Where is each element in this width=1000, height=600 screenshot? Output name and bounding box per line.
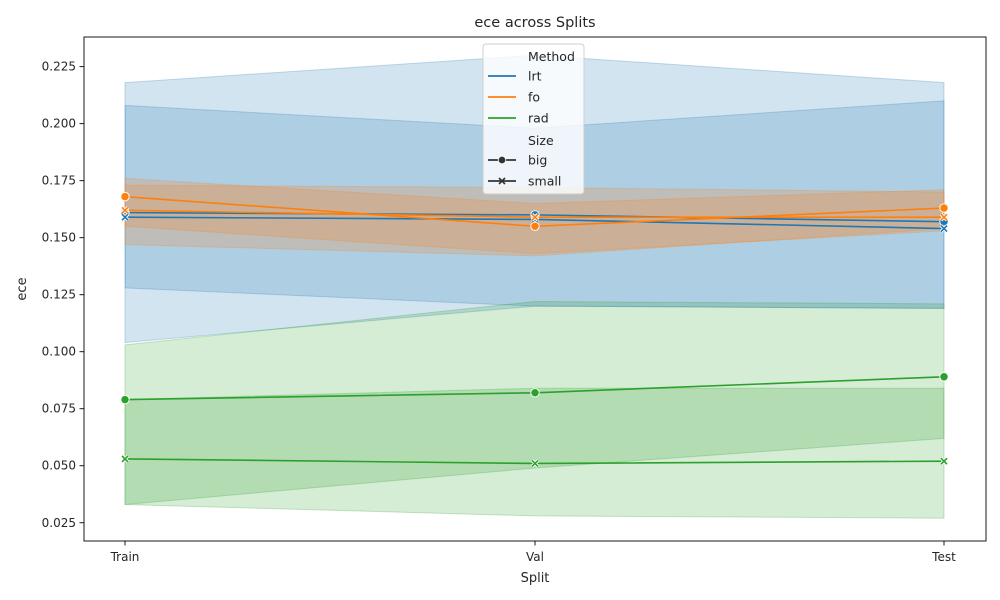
y-axis: 0.025 0.050 0.075 0.100 0.125 0.150 0.175 0.200… (42, 60, 84, 530)
y-tick-label: 0.200 (42, 117, 76, 131)
x-tick-label: Val (526, 550, 544, 564)
data-point-fo-big (939, 203, 949, 213)
y-tick-label: 0.225 (42, 60, 76, 74)
legend-box (482, 43, 585, 195)
data-point-rad-big (939, 372, 949, 382)
data-point-lrt-small (120, 212, 130, 222)
data-point-rad-big (120, 394, 130, 405)
y-tick-label: 0.025 (42, 516, 76, 530)
y-tick-label: 0.150 (42, 231, 76, 245)
data-point-fo-small (120, 206, 130, 215)
data-point-rad-small (120, 454, 130, 464)
y-axis-label: ece (15, 277, 30, 300)
y-tick-label: 0.050 (42, 459, 76, 473)
data-point-fo-big (530, 221, 540, 231)
legend-label-lrt: lrt (528, 69, 542, 84)
legend: Method lrt fo rad Size big small (482, 43, 585, 195)
x-axis: Train Val Test (110, 541, 956, 564)
legend-marker-big (497, 155, 507, 165)
y-tick-label: 0.075 (42, 402, 76, 416)
y-tick-label: 0.100 (42, 345, 76, 359)
legend-title-size: Size (528, 133, 554, 148)
data-point-fo-big (120, 191, 130, 202)
legend-label-small: small (528, 174, 561, 189)
legend-title-method: Method (528, 49, 575, 64)
data-point-fo-small (939, 212, 949, 222)
y-tick-label: 0.175 (42, 174, 76, 188)
x-tick-label: Test (931, 550, 956, 564)
ci-band-rad-small (124, 387, 945, 519)
data-point-rad-big (530, 388, 540, 398)
legend-label-fo: fo (528, 90, 540, 105)
data-point-rad-small (939, 456, 949, 466)
chart-title: ece across Splits (474, 15, 595, 31)
x-axis-label: Split (521, 571, 550, 586)
x-tick-label: Train (110, 550, 140, 564)
legend-label-big: big (528, 153, 547, 168)
series-markers (120, 191, 949, 468)
data-point-fo-small (530, 212, 540, 222)
legend-label-rad: rad (528, 111, 549, 126)
legend-marker-small (498, 177, 506, 185)
y-tick-label: 0.125 (42, 288, 76, 302)
data-point-rad-small (530, 459, 540, 468)
ci-band-rad-big (124, 301, 945, 506)
data-point-lrt-small (939, 224, 949, 233)
